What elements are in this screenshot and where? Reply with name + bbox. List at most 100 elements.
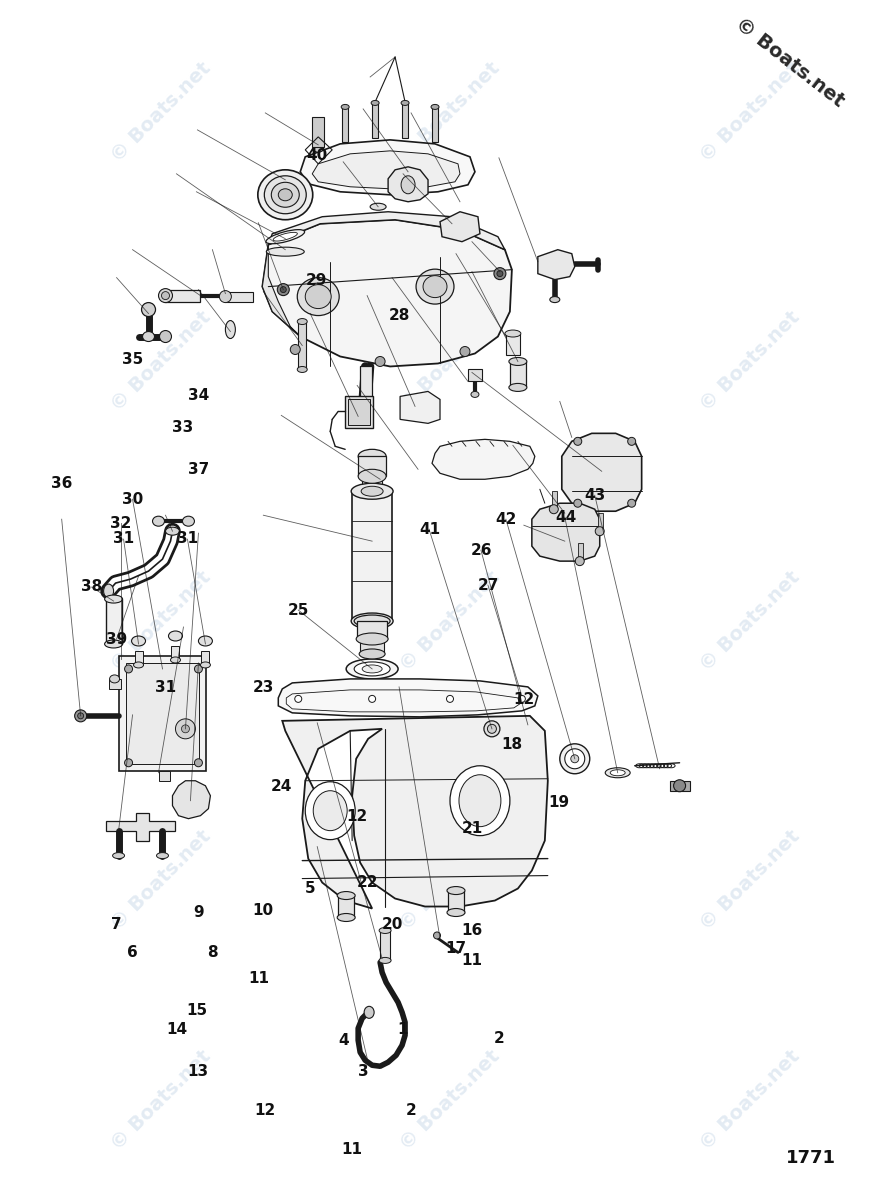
Ellipse shape [509,358,527,366]
FancyBboxPatch shape [372,103,378,138]
Text: 31: 31 [177,532,198,546]
Polygon shape [262,220,512,366]
Text: © Boats.net: © Boats.net [696,59,803,166]
FancyBboxPatch shape [360,366,372,408]
Text: 28: 28 [388,308,410,324]
Ellipse shape [372,101,379,106]
Text: 32: 32 [110,516,132,530]
Ellipse shape [112,853,125,859]
Ellipse shape [157,853,168,859]
Text: 43: 43 [584,488,606,503]
Ellipse shape [125,665,133,673]
Ellipse shape [143,331,154,342]
Ellipse shape [423,276,447,298]
Text: 3: 3 [358,1064,369,1079]
Polygon shape [268,211,505,250]
Ellipse shape [610,769,625,775]
Text: © Boats.net: © Boats.net [396,827,503,934]
Text: 30: 30 [122,492,143,506]
FancyBboxPatch shape [119,656,207,770]
Text: 37: 37 [188,462,208,476]
FancyBboxPatch shape [432,107,438,142]
Ellipse shape [290,344,300,354]
Text: 12: 12 [254,1103,275,1117]
Ellipse shape [359,649,385,659]
Ellipse shape [361,486,383,497]
FancyBboxPatch shape [166,289,200,301]
Ellipse shape [484,721,500,737]
Ellipse shape [401,101,409,106]
Ellipse shape [565,749,584,769]
Text: 17: 17 [446,941,467,956]
Ellipse shape [459,775,501,827]
Polygon shape [440,211,480,241]
FancyBboxPatch shape [159,770,170,781]
FancyBboxPatch shape [126,662,200,763]
Text: 11: 11 [341,1142,363,1157]
FancyBboxPatch shape [109,679,120,689]
Polygon shape [282,716,548,908]
Ellipse shape [265,176,307,214]
Polygon shape [388,167,428,202]
Ellipse shape [379,958,391,964]
Text: 21: 21 [462,821,483,836]
Polygon shape [106,812,176,841]
Circle shape [182,725,190,733]
Ellipse shape [313,142,323,152]
Text: 39: 39 [106,632,127,647]
Polygon shape [300,140,475,194]
Ellipse shape [356,632,388,644]
Ellipse shape [104,595,123,604]
Ellipse shape [314,791,347,830]
Ellipse shape [166,527,179,535]
Text: 12: 12 [346,809,367,824]
Ellipse shape [159,289,173,302]
Text: © Boats.net: © Boats.net [696,1046,803,1153]
Ellipse shape [375,356,385,366]
FancyBboxPatch shape [552,491,557,509]
Text: 42: 42 [495,512,517,527]
Text: © Boats.net: © Boats.net [396,1046,503,1153]
Text: © Boats.net: © Boats.net [107,59,214,166]
Text: 36: 36 [51,476,72,491]
Ellipse shape [431,104,439,109]
FancyBboxPatch shape [448,890,464,912]
FancyBboxPatch shape [352,491,392,622]
Ellipse shape [494,268,506,280]
Ellipse shape [298,318,307,324]
Text: 2: 2 [405,1103,416,1117]
Ellipse shape [75,710,86,722]
Text: 27: 27 [478,578,499,593]
Text: 26: 26 [470,544,492,558]
FancyBboxPatch shape [468,370,482,382]
Text: 14: 14 [167,1022,187,1037]
Text: 22: 22 [356,875,378,890]
FancyBboxPatch shape [506,334,519,355]
Ellipse shape [257,170,313,220]
Ellipse shape [266,247,304,256]
Ellipse shape [161,292,169,300]
Text: © Boats.net: © Boats.net [107,827,214,934]
FancyBboxPatch shape [348,400,370,425]
Text: 34: 34 [188,388,208,402]
Ellipse shape [110,674,119,683]
Ellipse shape [132,636,145,646]
FancyBboxPatch shape [201,650,209,665]
Ellipse shape [354,662,390,676]
Ellipse shape [434,932,440,938]
Ellipse shape [277,283,290,295]
Text: 11: 11 [249,971,269,986]
Ellipse shape [152,516,165,526]
Ellipse shape [487,725,496,733]
Ellipse shape [103,584,113,598]
Text: 29: 29 [306,272,327,288]
Text: 5: 5 [305,881,315,896]
FancyBboxPatch shape [402,103,408,138]
Text: 13: 13 [188,1064,208,1079]
Ellipse shape [295,695,302,702]
Ellipse shape [306,284,331,308]
Text: 7: 7 [111,917,122,932]
Ellipse shape [364,1007,374,1019]
Text: 41: 41 [419,522,440,536]
Text: © Boats.net: © Boats.net [107,308,214,415]
